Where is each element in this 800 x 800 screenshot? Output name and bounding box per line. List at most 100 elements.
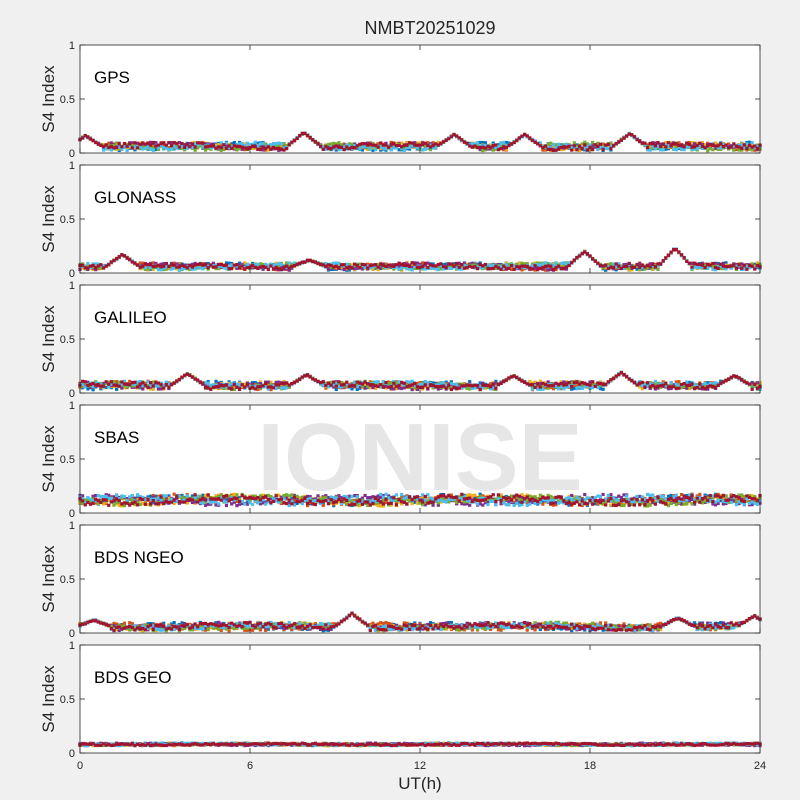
figure-title: NMBT20251029 xyxy=(364,18,495,38)
data-point xyxy=(423,261,427,265)
data-point xyxy=(159,387,163,391)
data-point xyxy=(240,142,244,147)
data-point xyxy=(138,142,142,146)
data-point xyxy=(740,266,744,270)
data-point xyxy=(125,146,129,151)
data-point xyxy=(554,267,558,272)
data-point xyxy=(475,267,480,271)
data-point xyxy=(630,133,634,137)
data-point xyxy=(421,261,425,265)
data-point xyxy=(591,144,595,148)
data-point xyxy=(551,146,555,150)
data-point xyxy=(376,142,380,146)
data-point xyxy=(392,383,396,387)
data-point xyxy=(478,148,482,152)
data-point xyxy=(151,261,155,265)
data-point xyxy=(172,141,176,145)
data-point xyxy=(431,262,435,266)
data-point xyxy=(598,387,603,391)
data-point xyxy=(141,261,145,265)
data-point xyxy=(449,266,453,270)
data-point xyxy=(366,264,370,268)
data-point xyxy=(217,262,221,267)
data-point xyxy=(504,145,508,150)
data-point xyxy=(193,267,197,271)
data-point xyxy=(415,141,419,145)
data-point xyxy=(604,143,608,147)
data-point xyxy=(418,265,422,269)
data-point xyxy=(358,262,362,266)
data-point xyxy=(300,131,304,136)
data-point xyxy=(525,134,529,138)
data-point xyxy=(381,383,385,387)
data-point xyxy=(564,267,569,271)
data-point xyxy=(483,143,487,148)
data-point xyxy=(609,144,613,148)
data-point xyxy=(693,262,697,266)
data-point xyxy=(337,382,341,386)
data-point xyxy=(468,387,472,391)
data-point xyxy=(224,263,229,267)
data-point xyxy=(598,145,603,149)
data-point xyxy=(410,388,414,392)
data-point xyxy=(572,148,576,152)
data-point xyxy=(434,142,438,146)
data-point xyxy=(156,263,161,267)
data-point xyxy=(397,143,401,148)
data-point xyxy=(588,380,592,384)
data-point xyxy=(554,261,558,265)
data-point xyxy=(716,261,720,266)
data-point xyxy=(243,261,247,265)
data-point xyxy=(755,144,759,149)
data-point xyxy=(264,265,268,269)
data-point xyxy=(413,141,417,145)
data-point xyxy=(690,143,694,147)
data-point xyxy=(538,144,542,148)
data-point xyxy=(81,263,85,267)
data-point xyxy=(585,148,589,152)
data-point xyxy=(402,263,406,267)
data-point xyxy=(747,140,752,144)
data-point xyxy=(269,380,273,384)
data-point xyxy=(219,262,223,267)
data-point xyxy=(334,264,338,268)
data-point xyxy=(313,140,317,144)
data-point xyxy=(122,254,127,258)
data-point xyxy=(727,142,731,146)
data-point xyxy=(462,263,467,268)
data-point xyxy=(101,148,106,152)
data-point xyxy=(180,263,184,267)
data-point xyxy=(666,145,671,149)
data-point xyxy=(392,264,396,268)
data-point xyxy=(400,386,404,391)
data-point xyxy=(183,145,187,149)
data-point xyxy=(227,265,231,269)
data-point xyxy=(120,253,124,257)
data-point xyxy=(151,140,155,145)
data-point xyxy=(112,380,116,384)
data-point xyxy=(713,268,718,272)
data-point xyxy=(172,266,176,270)
data-point xyxy=(413,264,417,269)
data-point xyxy=(235,142,239,147)
data-point xyxy=(679,386,684,390)
data-point xyxy=(653,387,657,391)
data-point xyxy=(138,145,142,149)
data-point xyxy=(394,142,399,146)
data-point xyxy=(251,146,255,151)
data-point xyxy=(109,148,113,152)
data-point xyxy=(614,265,618,269)
data-point xyxy=(750,262,754,266)
data-point xyxy=(504,265,508,269)
data-point xyxy=(706,262,710,267)
data-point xyxy=(324,381,328,385)
data-point xyxy=(499,142,503,146)
data-point xyxy=(271,145,276,150)
data-point xyxy=(635,138,639,142)
data-point xyxy=(156,268,161,272)
data-point xyxy=(653,381,657,385)
data-point xyxy=(504,267,508,271)
data-point xyxy=(551,143,555,147)
data-point xyxy=(428,143,433,147)
data-point xyxy=(269,262,273,266)
